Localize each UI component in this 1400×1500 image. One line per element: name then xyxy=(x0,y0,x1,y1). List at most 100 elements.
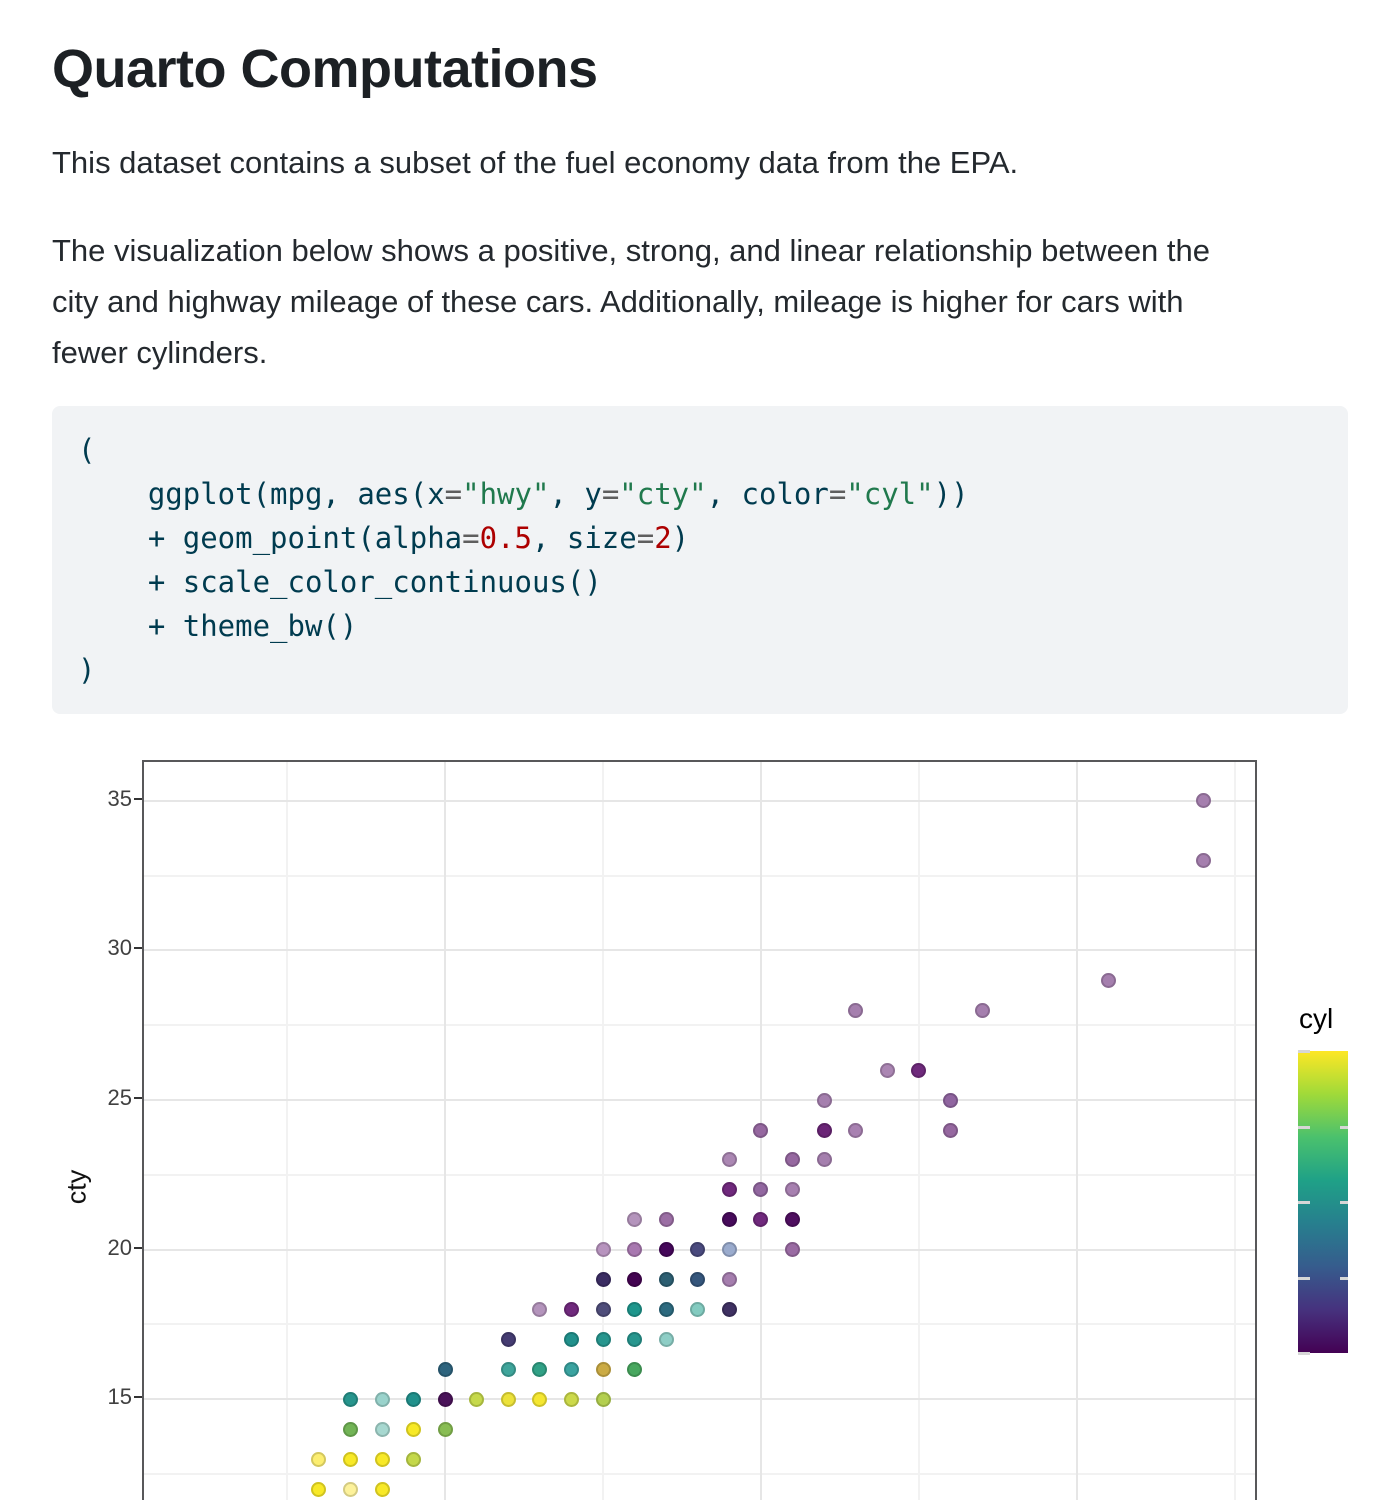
data-point xyxy=(627,1272,643,1288)
code-token: = xyxy=(462,521,480,555)
data-point xyxy=(658,1331,674,1347)
data-point xyxy=(1195,793,1211,809)
y-tick-mark xyxy=(134,947,142,950)
data-point xyxy=(406,1451,422,1467)
data-point xyxy=(437,1391,453,1407)
data-point xyxy=(437,1421,453,1437)
data-point xyxy=(374,1481,390,1497)
data-point xyxy=(342,1391,358,1407)
data-point xyxy=(721,1242,737,1258)
y-axis-title: cty xyxy=(61,1169,92,1205)
data-point xyxy=(342,1421,358,1437)
gridline-minor-x xyxy=(917,762,920,1500)
data-point xyxy=(721,1212,737,1228)
data-point xyxy=(437,1361,453,1377)
data-point xyxy=(627,1242,643,1258)
code-token: ggplot(mpg, aes(x xyxy=(78,477,445,511)
data-point xyxy=(342,1481,358,1497)
data-point xyxy=(532,1361,548,1377)
data-point xyxy=(690,1272,706,1288)
data-point xyxy=(658,1272,674,1288)
data-point xyxy=(721,1302,737,1318)
data-point xyxy=(721,1152,737,1168)
data-point xyxy=(1195,853,1211,869)
code-token: "cyl" xyxy=(846,477,934,511)
data-point xyxy=(406,1391,422,1407)
scatter-plot-figure: cty cyl 35 30 25 20 15 xyxy=(0,760,1400,1500)
data-point xyxy=(911,1062,927,1078)
y-tick-label: 20 xyxy=(107,1234,132,1260)
data-point xyxy=(690,1302,706,1318)
code-token: + geom_point(alpha xyxy=(78,521,463,555)
data-point xyxy=(721,1182,737,1198)
data-point xyxy=(658,1302,674,1318)
gridline-major-y xyxy=(144,949,1255,952)
gridline-major-y xyxy=(144,799,1255,802)
gridline-minor-x xyxy=(1233,762,1236,1500)
code-token: 0.5 xyxy=(479,521,532,555)
y-tick-label: 25 xyxy=(107,1085,132,1111)
data-point xyxy=(785,1212,801,1228)
data-point xyxy=(690,1242,706,1258)
data-point xyxy=(721,1272,737,1288)
gridline-major-y xyxy=(144,1398,1255,1401)
code-token: = xyxy=(636,521,655,555)
y-tick-mark xyxy=(134,1396,142,1399)
data-point xyxy=(785,1182,801,1198)
y-tick-mark xyxy=(134,1246,142,1249)
data-point xyxy=(374,1391,390,1407)
data-point xyxy=(785,1242,801,1258)
data-point xyxy=(595,1361,611,1377)
code-token: "hwy" xyxy=(462,477,550,511)
data-point xyxy=(563,1391,579,1407)
code-token: ) xyxy=(671,521,690,555)
plot-panel xyxy=(142,760,1257,1500)
data-point xyxy=(848,1122,864,1138)
data-point xyxy=(595,1391,611,1407)
data-point xyxy=(816,1122,832,1138)
code-token: + scale_color_continuous() xyxy=(78,565,602,599)
legend-tick-left xyxy=(1298,1125,1310,1129)
code-token: , y xyxy=(549,477,602,511)
gridline-minor-y xyxy=(144,1024,1255,1027)
y-tick-mark xyxy=(134,1097,142,1100)
data-point xyxy=(532,1302,548,1318)
data-point xyxy=(311,1481,327,1497)
gridline-minor-y xyxy=(144,1323,1255,1326)
gridline-minor-x xyxy=(286,762,289,1500)
data-point xyxy=(563,1302,579,1318)
data-point xyxy=(374,1451,390,1467)
data-point xyxy=(942,1122,958,1138)
data-point xyxy=(942,1092,958,1108)
data-point xyxy=(500,1331,516,1347)
code-token: , color xyxy=(706,477,829,511)
data-point xyxy=(595,1331,611,1347)
data-point xyxy=(627,1302,643,1318)
data-point xyxy=(500,1391,516,1407)
description-paragraph: The visualization below shows a positive… xyxy=(52,233,1211,370)
data-point xyxy=(595,1242,611,1258)
y-tick-label: 15 xyxy=(107,1384,132,1410)
data-point xyxy=(658,1242,674,1258)
code-token: , size xyxy=(531,521,637,555)
data-point xyxy=(563,1331,579,1347)
data-point xyxy=(500,1361,516,1377)
gridline-minor-y xyxy=(144,1173,1255,1176)
data-point xyxy=(879,1062,895,1078)
data-point xyxy=(595,1272,611,1288)
data-point xyxy=(753,1122,769,1138)
gridline-major-x xyxy=(1075,762,1078,1500)
gridline-major-y xyxy=(144,1099,1255,1102)
code-token: ( xyxy=(78,433,96,467)
code-token: "cty" xyxy=(619,477,707,511)
y-tick-mark xyxy=(134,797,142,800)
gridline-minor-y xyxy=(144,1473,1255,1476)
data-point xyxy=(974,1002,990,1018)
code-token: + theme_bw() xyxy=(78,609,358,643)
code-token: 2 xyxy=(654,521,672,555)
data-point xyxy=(658,1212,674,1228)
legend-tick-right xyxy=(1340,1276,1348,1280)
code-block: ( ggplot(mpg, aes(x = "hwy", y = "cty", colo… xyxy=(52,406,1348,714)
data-point xyxy=(627,1361,643,1377)
